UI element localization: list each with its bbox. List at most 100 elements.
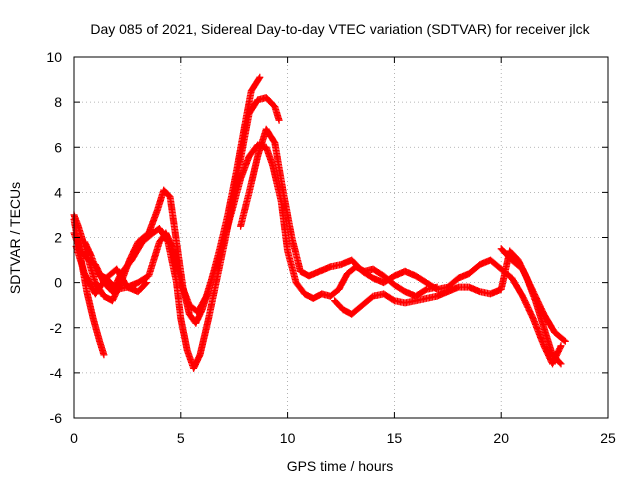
data-point (299, 270, 302, 273)
data-point (278, 119, 280, 121)
data-point (543, 345, 545, 347)
data-point (329, 266, 332, 268)
data-point (393, 299, 396, 302)
data-point (414, 295, 417, 297)
y-tick-label: 8 (54, 94, 62, 110)
data-point (468, 286, 470, 288)
data-point (214, 268, 216, 270)
data-point (271, 164, 274, 167)
data-point (560, 345, 562, 347)
x-axis-label: GPS time / hours (287, 458, 394, 474)
data-point (175, 241, 178, 243)
x-tick-label: 10 (280, 430, 296, 446)
data-point (192, 367, 195, 370)
data-point (188, 313, 191, 316)
data-point (273, 105, 276, 108)
data-point (205, 295, 208, 297)
data-point (489, 293, 492, 295)
data-point (194, 322, 197, 325)
data-point (517, 259, 520, 261)
data-point (521, 295, 524, 297)
data-point (425, 281, 428, 284)
data-point (303, 293, 306, 295)
data-point (372, 268, 374, 270)
data-point (199, 354, 201, 356)
data-point (560, 363, 562, 365)
data-point (404, 302, 406, 304)
data-point (551, 363, 554, 365)
data-point (186, 349, 189, 352)
y-tick-label: 10 (46, 49, 62, 65)
data-point (152, 232, 154, 234)
data-point (171, 245, 174, 248)
x-tick-label: 5 (177, 430, 185, 446)
data-point (468, 272, 470, 275)
data-point (361, 304, 364, 306)
data-point (147, 275, 150, 277)
data-point (83, 241, 86, 243)
data-point (425, 288, 428, 291)
y-tick-label: 6 (54, 139, 62, 155)
data-point (137, 281, 139, 284)
data-point (207, 317, 210, 320)
data-point (90, 268, 92, 270)
data-point (158, 241, 161, 243)
data-point (532, 290, 535, 293)
axis-ticks: 0 5 10 15 20 25 -6 -4 -2 0 2 4 6 8 10 (46, 49, 616, 446)
data-point (103, 354, 105, 356)
data-point (98, 340, 101, 343)
data-point (265, 96, 268, 99)
data-point (500, 268, 503, 270)
data-point (393, 284, 396, 286)
data-point (180, 281, 182, 284)
data-point (508, 250, 511, 252)
data-point (447, 290, 449, 293)
data-point (90, 254, 92, 257)
data-point (169, 196, 171, 198)
data-point (436, 295, 438, 297)
data-point (414, 275, 417, 277)
data-point (105, 277, 107, 279)
data-point (188, 304, 191, 306)
data-point (404, 270, 406, 273)
data-point (75, 245, 77, 248)
data-point (342, 308, 344, 311)
data-point (382, 293, 385, 295)
data-point (137, 241, 139, 243)
data-point (350, 259, 353, 261)
data-point (86, 290, 88, 293)
data-point (130, 259, 133, 261)
data-point (479, 290, 481, 293)
data-point (404, 290, 406, 293)
data-point (436, 288, 438, 291)
data-point (282, 191, 285, 194)
x-tick-label: 25 (600, 430, 616, 446)
series-arc-5 (81, 238, 151, 296)
data-point (145, 281, 148, 284)
data-point (393, 275, 396, 277)
data-point (329, 295, 332, 297)
data-point (447, 286, 449, 288)
data-point (239, 178, 242, 180)
data-point (425, 297, 428, 300)
data-point (92, 317, 95, 320)
data-point (231, 209, 233, 212)
data-point (346, 272, 349, 275)
y-tick-label: 0 (54, 275, 62, 291)
data-point (165, 232, 167, 234)
y-tick-label: -2 (50, 320, 63, 336)
data-point (382, 281, 385, 284)
data-point (141, 241, 144, 243)
data-point (115, 288, 118, 291)
y-tick-label: -6 (50, 410, 63, 426)
data-point (137, 290, 139, 293)
data-point (312, 297, 315, 300)
data-point (382, 275, 385, 277)
data-point (250, 90, 253, 92)
data-point (94, 293, 97, 295)
data-point (197, 311, 199, 313)
x-tick-label: 0 (70, 430, 78, 446)
data-point (340, 263, 342, 266)
data-point (111, 299, 114, 302)
